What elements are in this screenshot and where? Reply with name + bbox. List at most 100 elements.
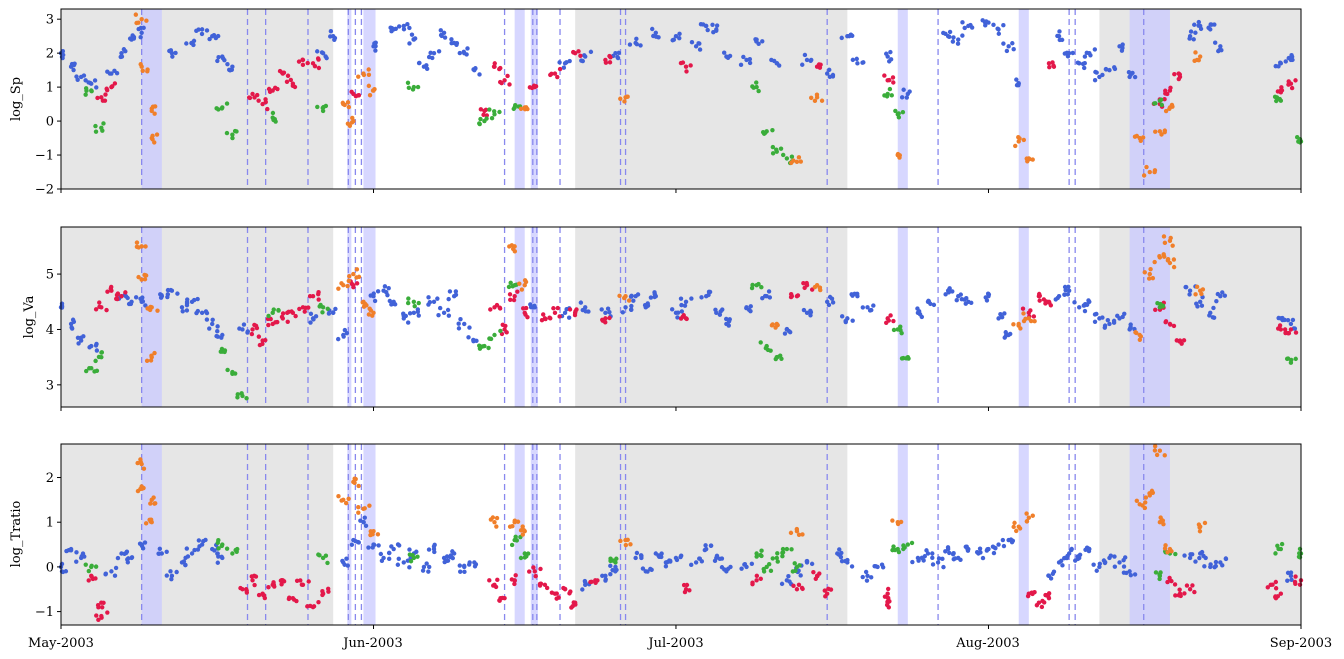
violet-shaded-band (347, 9, 352, 189)
data-point (1171, 264, 1177, 270)
data-point (742, 562, 747, 567)
data-point (1134, 330, 1139, 336)
data-point (1169, 578, 1174, 584)
data-point (697, 47, 703, 52)
data-point (1091, 562, 1096, 567)
data-point (995, 26, 1000, 31)
data-point (305, 60, 310, 66)
data-point (431, 544, 437, 549)
data-point (533, 573, 538, 579)
data-point (983, 23, 988, 28)
data-point (1082, 54, 1088, 59)
data-point (336, 286, 341, 291)
data-point (780, 550, 786, 555)
data-point (793, 568, 798, 574)
data-point (996, 542, 1001, 547)
data-point (420, 568, 426, 573)
data-point (714, 553, 720, 559)
data-point (100, 98, 106, 103)
data-point (386, 286, 391, 291)
data-point (273, 85, 278, 90)
data-point (427, 300, 433, 305)
data-point (199, 31, 205, 37)
data-point (1017, 526, 1023, 531)
data-point (836, 552, 842, 557)
data-point (679, 302, 684, 308)
data-point (809, 561, 815, 567)
data-point (75, 335, 81, 340)
data-point (796, 582, 802, 588)
data-point (84, 368, 89, 374)
data-point (1217, 47, 1222, 53)
data-point (1001, 41, 1006, 46)
data-point (325, 306, 330, 311)
data-point (1153, 307, 1158, 313)
data-point (916, 309, 922, 314)
gray-shaded-band (575, 227, 848, 407)
data-point (235, 392, 240, 397)
data-point (152, 350, 157, 356)
data-point (483, 107, 489, 113)
data-point (930, 551, 935, 556)
data-point (1065, 292, 1071, 297)
data-point (272, 584, 277, 589)
data-point (185, 554, 191, 559)
data-point (839, 559, 845, 564)
data-point (215, 551, 220, 556)
data-point (837, 547, 842, 552)
data-point (1001, 22, 1006, 28)
data-point (1286, 330, 1292, 336)
data-point (472, 564, 478, 569)
data-point (868, 575, 874, 580)
data-point (219, 335, 224, 340)
data-point (864, 578, 870, 583)
data-point (1170, 243, 1175, 248)
data-point (230, 132, 235, 137)
data-point (1010, 41, 1015, 46)
data-point (427, 564, 432, 570)
data-point (480, 344, 485, 349)
data-point (141, 466, 147, 471)
data-point (659, 551, 664, 556)
data-point (407, 311, 413, 316)
data-point (789, 547, 794, 552)
data-point (769, 57, 774, 63)
data-point (930, 555, 935, 561)
data-point (618, 538, 623, 544)
data-point (195, 547, 201, 552)
data-point (566, 315, 572, 320)
data-point (706, 292, 711, 298)
data-point (1162, 453, 1167, 458)
data-point (1013, 143, 1018, 149)
data-point (356, 483, 361, 489)
data-point (759, 553, 764, 559)
data-point (222, 349, 227, 355)
data-point (407, 41, 412, 46)
data-point (366, 83, 372, 89)
data-point (909, 540, 915, 546)
data-point (74, 550, 79, 555)
x-tick-label: May-2003 (28, 636, 94, 651)
data-point (138, 296, 143, 301)
data-point (1297, 551, 1302, 556)
data-point (567, 591, 572, 596)
data-point (356, 540, 361, 545)
data-point (890, 75, 896, 80)
data-point (1112, 554, 1117, 559)
data-point (403, 313, 409, 319)
data-point (273, 119, 278, 124)
data-point (544, 585, 550, 591)
data-point (1018, 326, 1023, 331)
data-point (286, 596, 292, 602)
data-point (343, 500, 349, 506)
data-point (671, 37, 677, 42)
data-point (798, 159, 804, 164)
data-point (507, 524, 513, 529)
data-point (1288, 327, 1294, 332)
data-point (93, 564, 99, 569)
data-point (1146, 276, 1152, 281)
data-point (494, 515, 500, 521)
data-point (824, 71, 830, 76)
data-point (653, 30, 658, 35)
data-point (492, 61, 497, 66)
